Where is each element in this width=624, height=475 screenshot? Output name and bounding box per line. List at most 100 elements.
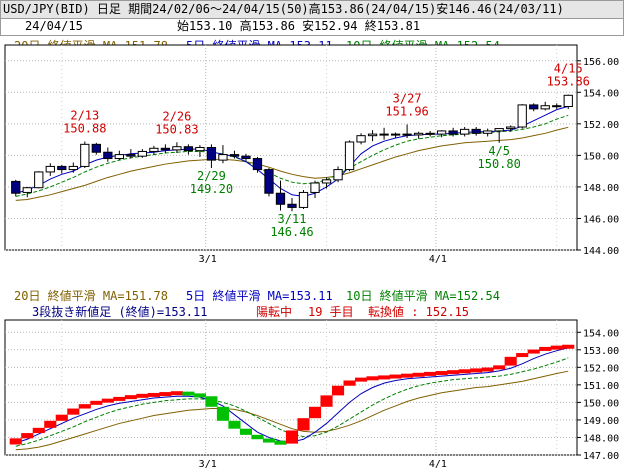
legend-entry: 5日 終値平滑 MA=153.11 [186,288,333,303]
candle-up [563,94,573,108]
candle-up [137,150,148,157]
candle-up [356,135,366,143]
candle-up [321,179,332,184]
candle-down [425,132,435,135]
x-tick-label: 4/1 [429,459,447,470]
brick-up [113,396,126,401]
y-tick-label: 154.00 [583,328,619,339]
y-tick-label: 150.00 [583,151,619,162]
quote-bar: 24/04/15 始153.10 高153.86 安152.94 終153.81 [0,19,624,36]
candle-up [517,104,527,128]
candle-up [22,187,32,193]
ma20-line [15,370,569,451]
candle-down [471,128,481,134]
candle-up [80,143,90,167]
brick-up [136,393,149,398]
annotation-value: 150.83 [155,122,198,136]
quote-ohlc: 始153.10 高153.86 安152.94 終153.81 [177,19,421,33]
legend-entry: 20日 終値平滑 MA=151.78 [14,288,168,303]
y-tick-label: 153.00 [583,346,619,357]
brick-up [78,404,91,409]
candle-up [494,128,504,132]
x-tick-label: 4/1 [429,254,447,265]
candle-up [218,154,228,161]
annotation-date: 2/13 [70,109,99,123]
candle-down [287,203,297,208]
candle-down [275,192,286,205]
brick-up [366,376,379,381]
candle-up [34,171,44,189]
candle-down [160,147,171,151]
brick-up [170,391,183,396]
brick-up [44,420,57,428]
candle-up [310,182,320,193]
legend-entry: 10日 終値平滑 MA=152.54 [346,288,500,303]
candle-up [149,147,159,152]
brick-up [124,395,137,400]
candle-down [552,105,562,108]
candle-up [68,165,78,171]
candle-up [506,126,516,130]
candle-up [540,105,550,110]
candle-down [529,104,539,110]
brick-up [562,344,575,349]
brick-up [55,414,68,421]
brick-down [182,391,195,396]
brick-up [297,418,310,431]
brick-up [470,368,483,373]
candle-down [402,133,412,136]
brick-up [331,385,345,396]
brick-down [205,396,218,407]
brick-up [378,375,391,380]
candle-up [460,128,470,135]
brick-up [539,346,552,351]
three-line-break-panel: 20日 終値平滑 MA=151.78 5日 終値平滑 MA=153.11 10日 終… [4,288,619,470]
brick-up [447,370,460,375]
brick-up [101,398,114,403]
brick-up [550,345,563,350]
candle-down [183,146,194,152]
y-tick-label: 147.00 [583,451,619,462]
candle-down [103,151,113,160]
chart-title-bar: USD/JPY(BID) 日足 期間24/02/06～24/04/15(50)高… [0,0,624,19]
brick-up [527,349,540,354]
brick-down [239,428,253,435]
brick-down [216,406,229,421]
y-tick-label: 144.00 [583,246,619,257]
annotation-date: 3/11 [278,212,307,226]
brick-up [435,371,448,376]
brick-down [274,440,287,445]
annotation-date: 2/29 [197,169,226,183]
candle-down [11,180,21,194]
brick-up [90,400,103,405]
candle-down [264,169,274,194]
candle-up [114,154,124,160]
y-tick-label: 150.00 [583,398,619,409]
brick-up [9,438,22,445]
annotation-value: 150.88 [63,122,106,136]
candle-down [252,158,263,171]
brick-down [262,438,276,443]
candle-down [229,154,240,157]
y-tick-label: 156.00 [583,57,619,68]
brick-up [32,427,45,434]
brick-up [159,392,172,397]
brick-up [147,392,160,397]
candle-up [344,141,355,171]
y-tick-label: 148.00 [583,433,619,444]
candle-up [333,169,343,181]
brick-down [251,434,264,440]
chart-title: USD/JPY(BID) 日足 期間24/02/06～24/04/15(50)高… [3,2,564,16]
brick-up [343,380,356,386]
brick-up [355,377,368,382]
annotation-value: 146.46 [270,225,313,239]
brick-up [412,372,425,377]
y-tick-label: 152.00 [583,120,619,131]
candle-down [448,130,458,135]
candle-down [57,165,67,171]
annotation-date: 3/27 [393,91,422,105]
brick-up [401,373,414,378]
